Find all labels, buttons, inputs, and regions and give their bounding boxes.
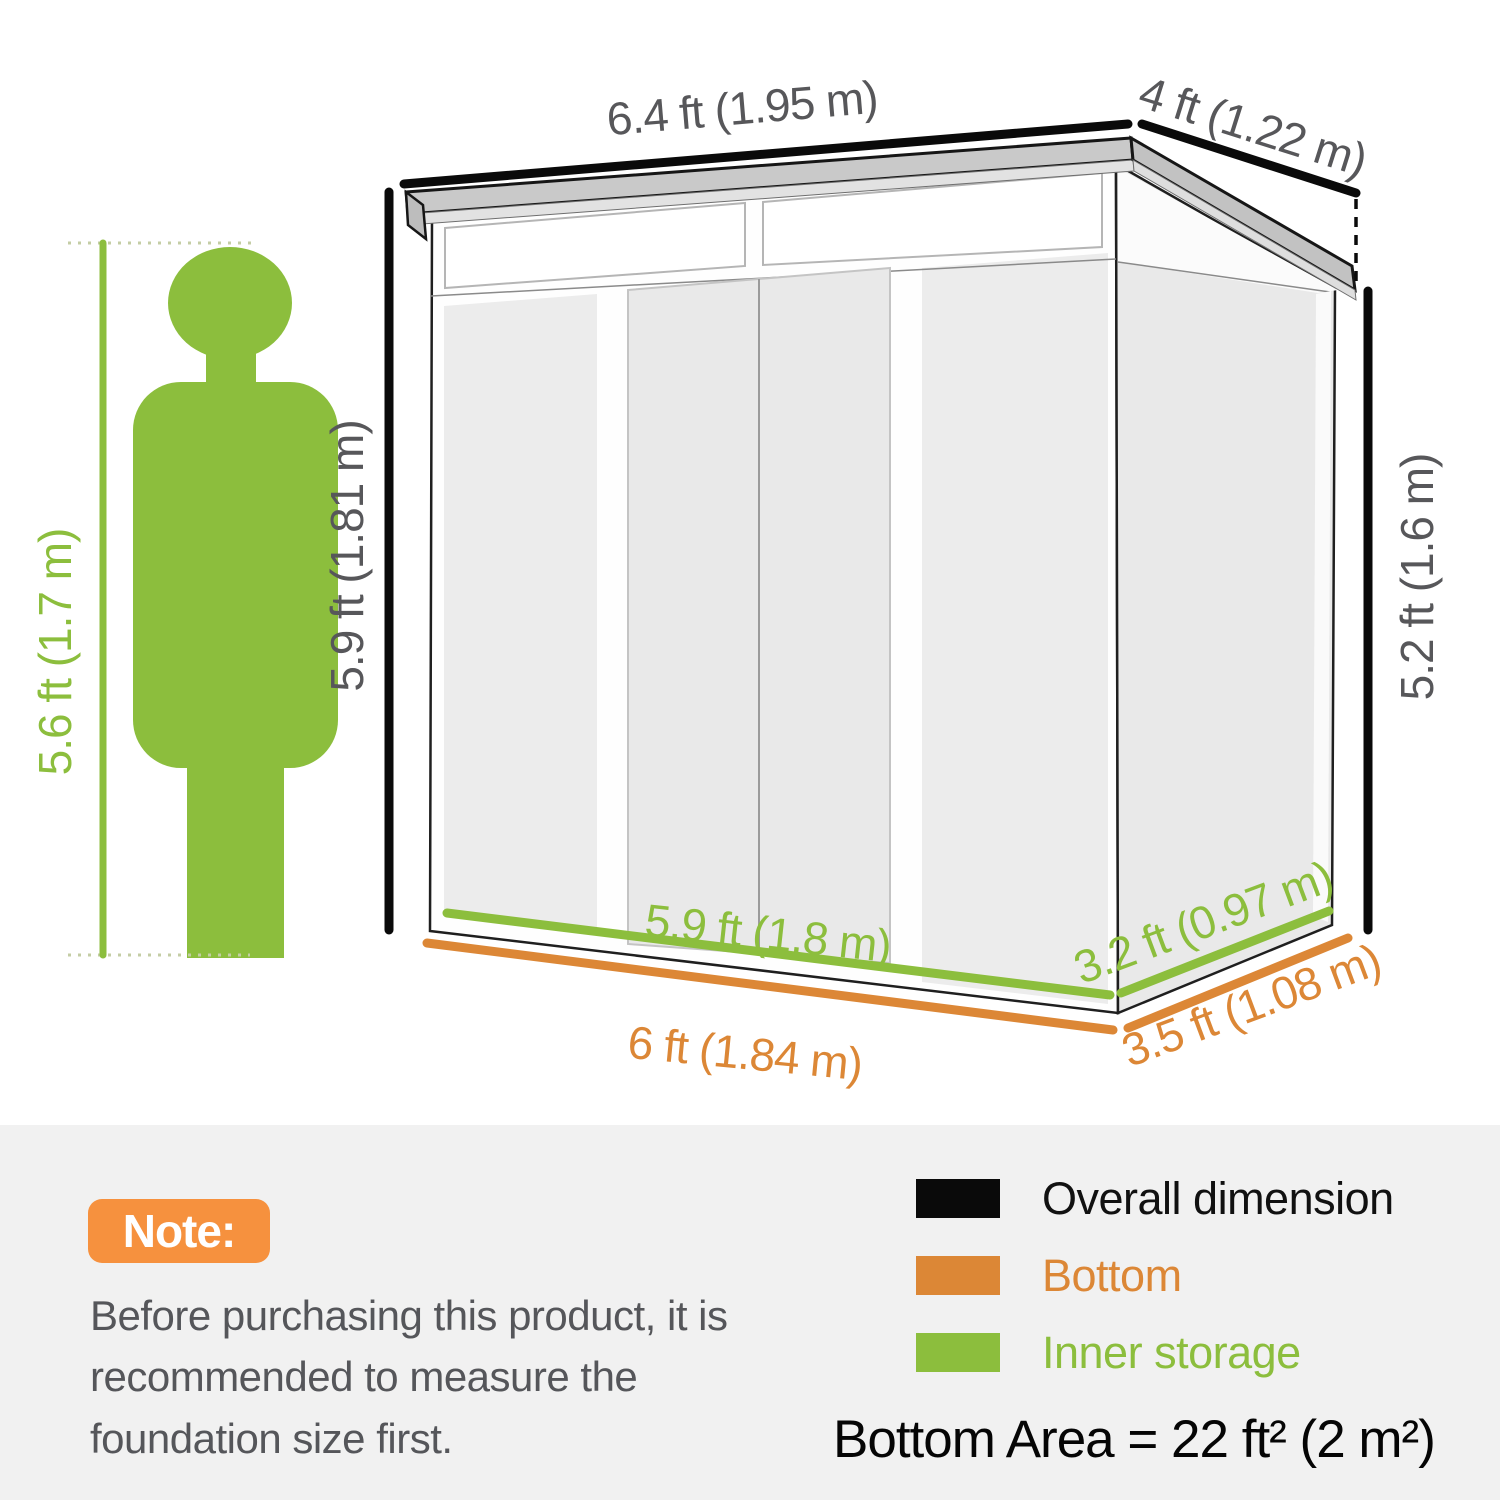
front-panel-left (444, 294, 597, 928)
window-pane-right (762, 171, 1103, 267)
legend-row-inner-storage: Inner storage (916, 1327, 1394, 1378)
overall-dimension-swatch (916, 1179, 1000, 1218)
note-text: Before purchasing this product, it is re… (90, 1292, 728, 1462)
bottom-area-text: Bottom Area = 22 ft² (2 m²) (833, 1410, 1436, 1469)
roof-left-cap (404, 189, 428, 242)
bottom-dimension-lines (422, 933, 1353, 1035)
overall-depth-line (1137, 119, 1361, 198)
legend-label-overall: Overall dimension (1042, 1172, 1394, 1224)
overall-width-line (399, 119, 1133, 189)
overall-height-front-label: 5.9 ft (1.81 m) (321, 420, 373, 691)
window-pane-left (444, 201, 746, 290)
bottom-width-line (422, 938, 1118, 1035)
inner-dimension-lines (442, 906, 1334, 1000)
person-height-label: 5.6 ft (1.7 m) (29, 529, 81, 776)
shed-roof (404, 135, 1357, 301)
person-figure (133, 247, 338, 958)
info-panel: Note: Before purchasing this product, it… (0, 1125, 1500, 1500)
bottom-depth-line (1123, 933, 1353, 1033)
person-torso (133, 382, 338, 768)
side-band-line (1117, 261, 1331, 293)
overall-dimension-lines (384, 119, 1373, 935)
overall-height-rear-label: 5.2 ft (1.6 m) (1391, 454, 1443, 701)
shed-body (428, 161, 1338, 1015)
legend-row-overall: Overall dimension (916, 1173, 1394, 1224)
person-height-dimension: 5.6 ft (1.7 m) (29, 239, 258, 959)
shed-diagram-canvas: 5.6 ft (1.7 m) (29, 66, 1443, 1090)
note-badge-label: Note: (122, 1205, 237, 1257)
overall-width-label: 6.4 ft (1.95 m) (605, 71, 880, 146)
legend-label-bottom: Bottom (1042, 1249, 1182, 1301)
shed-side-wall-top-band (1118, 168, 1338, 293)
inner-storage-swatch (916, 1333, 1000, 1372)
shed-side-wall (1114, 161, 1337, 1015)
front-panel-right (922, 253, 1108, 1004)
roof-right-lip (1132, 159, 1357, 301)
side-corner-trim (1313, 291, 1331, 922)
inner-width-line (442, 908, 1115, 1000)
person-legs (187, 730, 284, 958)
inner-depth-line (1116, 906, 1334, 998)
legend-label-inner-storage: Inner storage (1042, 1326, 1301, 1378)
legend: Overall dimension Bottom Inner storage (916, 1173, 1394, 1410)
person-head (168, 247, 292, 359)
note-badge: Note: (88, 1199, 270, 1263)
bottom-width-label: 6 ft (1.84 m) (626, 1016, 865, 1090)
legend-row-bottom: Bottom (916, 1250, 1394, 1301)
bottom-swatch (916, 1256, 1000, 1295)
